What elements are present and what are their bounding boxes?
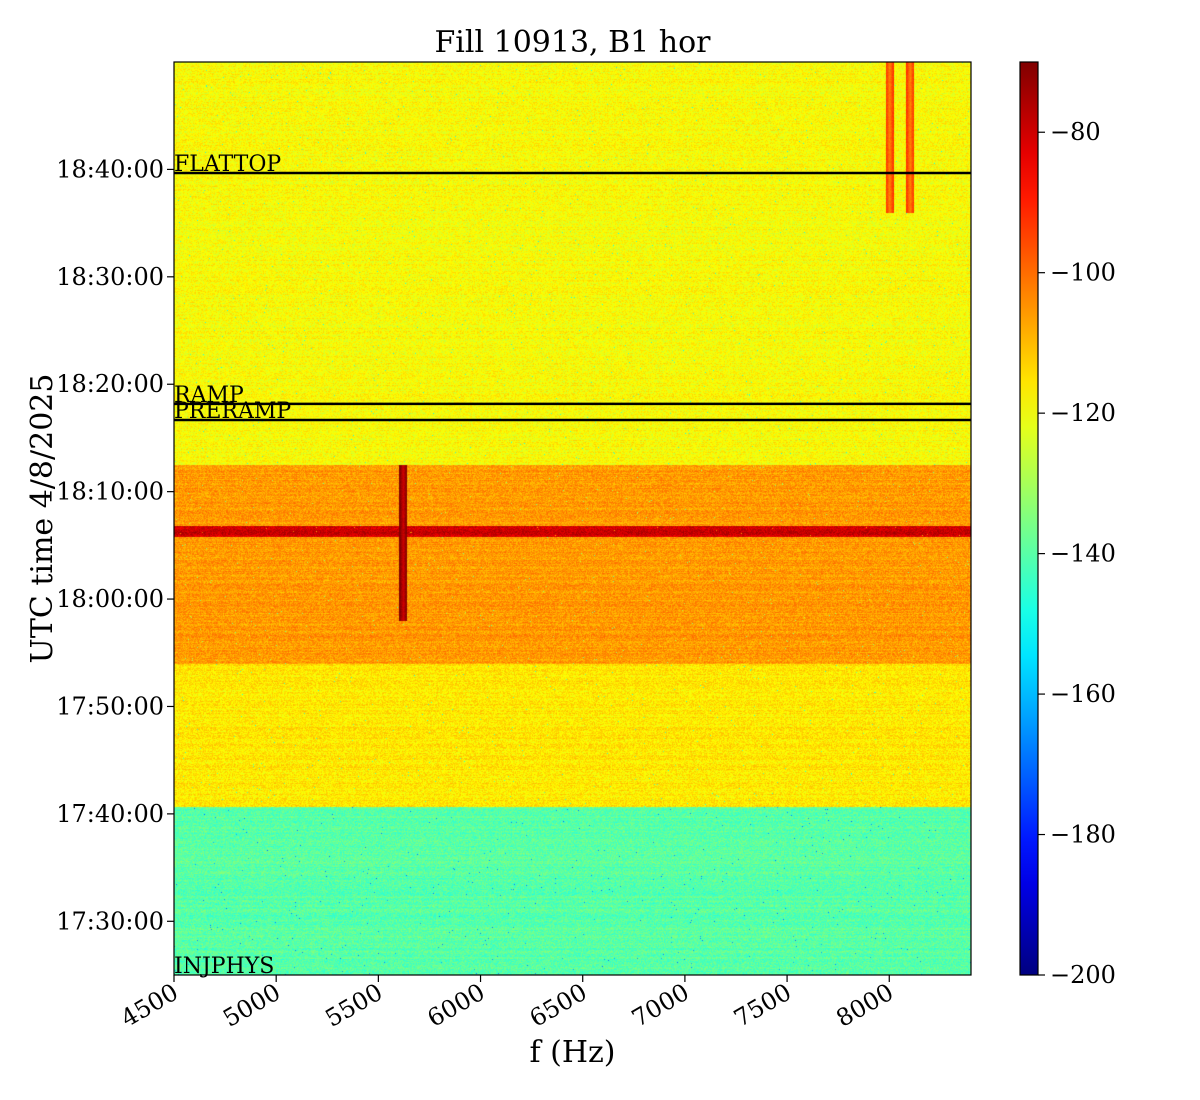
- colorbar-ticks: −80 −100 −120 −140 −160 −180 −200: [1038, 118, 1116, 989]
- colorbar-tick-label: −140: [1050, 540, 1116, 568]
- x-tick-label: 7500: [729, 978, 796, 1033]
- x-tick-label: 6500: [525, 978, 592, 1033]
- y-tick-label: 18:00:00: [56, 585, 164, 613]
- y-axis-ticks: 17:30:00 17:40:00 17:50:00 18:00:00 18:10:00…: [56, 155, 174, 935]
- x-tick-label: 5500: [320, 978, 387, 1033]
- y-tick-label: 17:50:00: [56, 692, 164, 720]
- y-tick-label: 18:40:00: [56, 155, 164, 183]
- colorbar-tick-label: −160: [1050, 680, 1116, 708]
- plot-frame: [173, 61, 972, 976]
- spectrogram-heatmap: [174, 62, 971, 975]
- x-axis-ticks: 4500 5000 5500 6000 6500 7000 7500 8000: [116, 975, 898, 1033]
- colorbar-tick-label: −80: [1050, 118, 1101, 146]
- y-axis-label: UTC time 4/8/2025: [25, 374, 60, 664]
- colorbar-tick-label: −200: [1050, 961, 1116, 989]
- y-tick-label: 17:40:00: [56, 800, 164, 828]
- x-tick-label: 4500: [116, 978, 183, 1033]
- colorbar-tick-label: −100: [1050, 259, 1116, 287]
- x-tick-label: 8000: [831, 978, 898, 1033]
- y-tick-label: 18:20:00: [56, 370, 164, 398]
- phase-label: FLATTOP: [174, 152, 281, 177]
- colorbar-tick-label: −120: [1050, 399, 1116, 427]
- x-tick-label: 6000: [423, 978, 490, 1033]
- colorbar: [1019, 61, 1039, 976]
- phase-label: RAMP: [174, 383, 244, 408]
- y-tick-label: 18:10:00: [56, 478, 164, 506]
- x-axis-label: f (Hz): [529, 1035, 615, 1070]
- colorbar-tick-label: −180: [1050, 821, 1116, 849]
- x-tick-label: 5000: [218, 978, 285, 1033]
- y-tick-label: 17:30:00: [56, 907, 164, 935]
- chart-title: Fill 10913, B1 hor: [434, 25, 711, 60]
- y-tick-label: 18:30:00: [56, 263, 164, 291]
- x-tick-label: 7000: [627, 978, 694, 1033]
